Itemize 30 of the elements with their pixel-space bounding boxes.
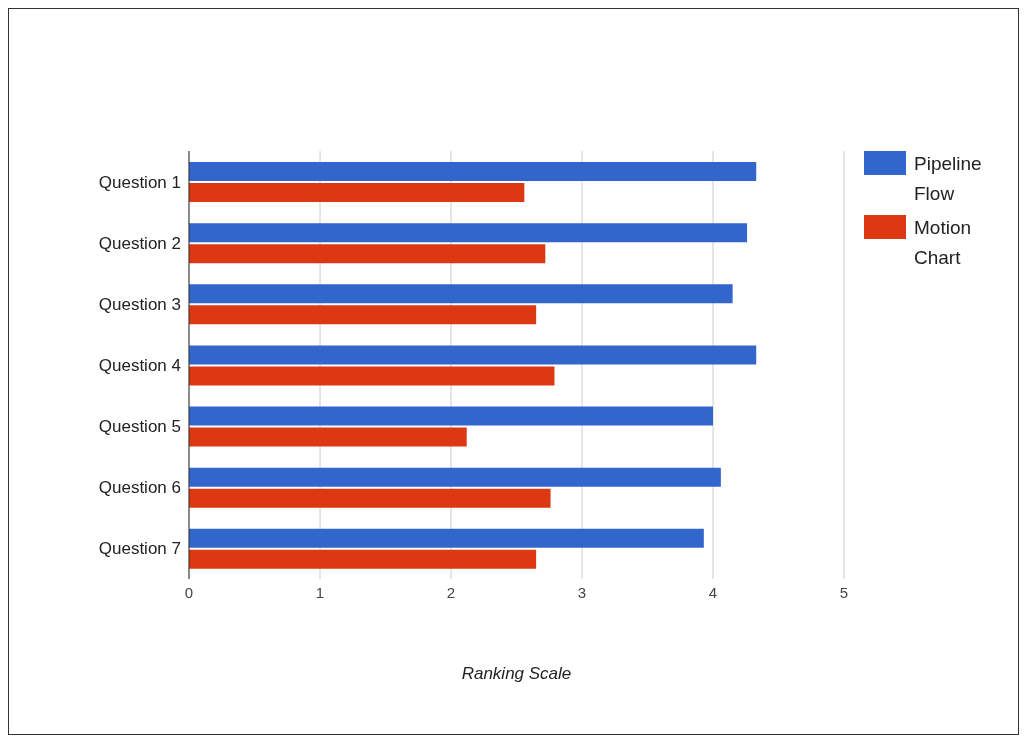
legend-label: Motion Chart: [914, 216, 973, 270]
y-tick-label: Question 3: [98, 294, 181, 314]
x-tick-label: 2: [446, 583, 456, 601]
bar: [189, 223, 748, 243]
bar: [189, 366, 555, 386]
y-tick-label: Question 4: [98, 356, 181, 376]
x-axis-title: Ranking Scale: [461, 664, 572, 684]
bar: [189, 162, 757, 182]
bar: [189, 528, 704, 548]
bar: [189, 549, 537, 569]
y-tick-label: Question 5: [98, 417, 181, 437]
bar: [189, 305, 537, 325]
legend-label: Pipeline Flow: [914, 152, 983, 206]
x-tick-label: 5: [839, 583, 849, 601]
bar: [189, 406, 713, 426]
bar: [189, 467, 721, 487]
bar: [189, 244, 546, 264]
y-tick-label: Question 1: [98, 172, 181, 192]
y-tick-label: Question 7: [98, 539, 181, 559]
bar: [189, 183, 525, 203]
bar: [189, 345, 757, 365]
x-tick-label: 3: [577, 583, 587, 601]
bar: [189, 488, 551, 508]
x-tick-label: 0: [184, 583, 194, 601]
bar: [189, 427, 467, 447]
x-tick-label: 4: [708, 583, 718, 601]
y-tick-label: Question 2: [98, 233, 181, 253]
y-tick-label: Question 6: [98, 478, 181, 498]
bar: [189, 284, 733, 304]
x-tick-label: 1: [315, 583, 325, 601]
